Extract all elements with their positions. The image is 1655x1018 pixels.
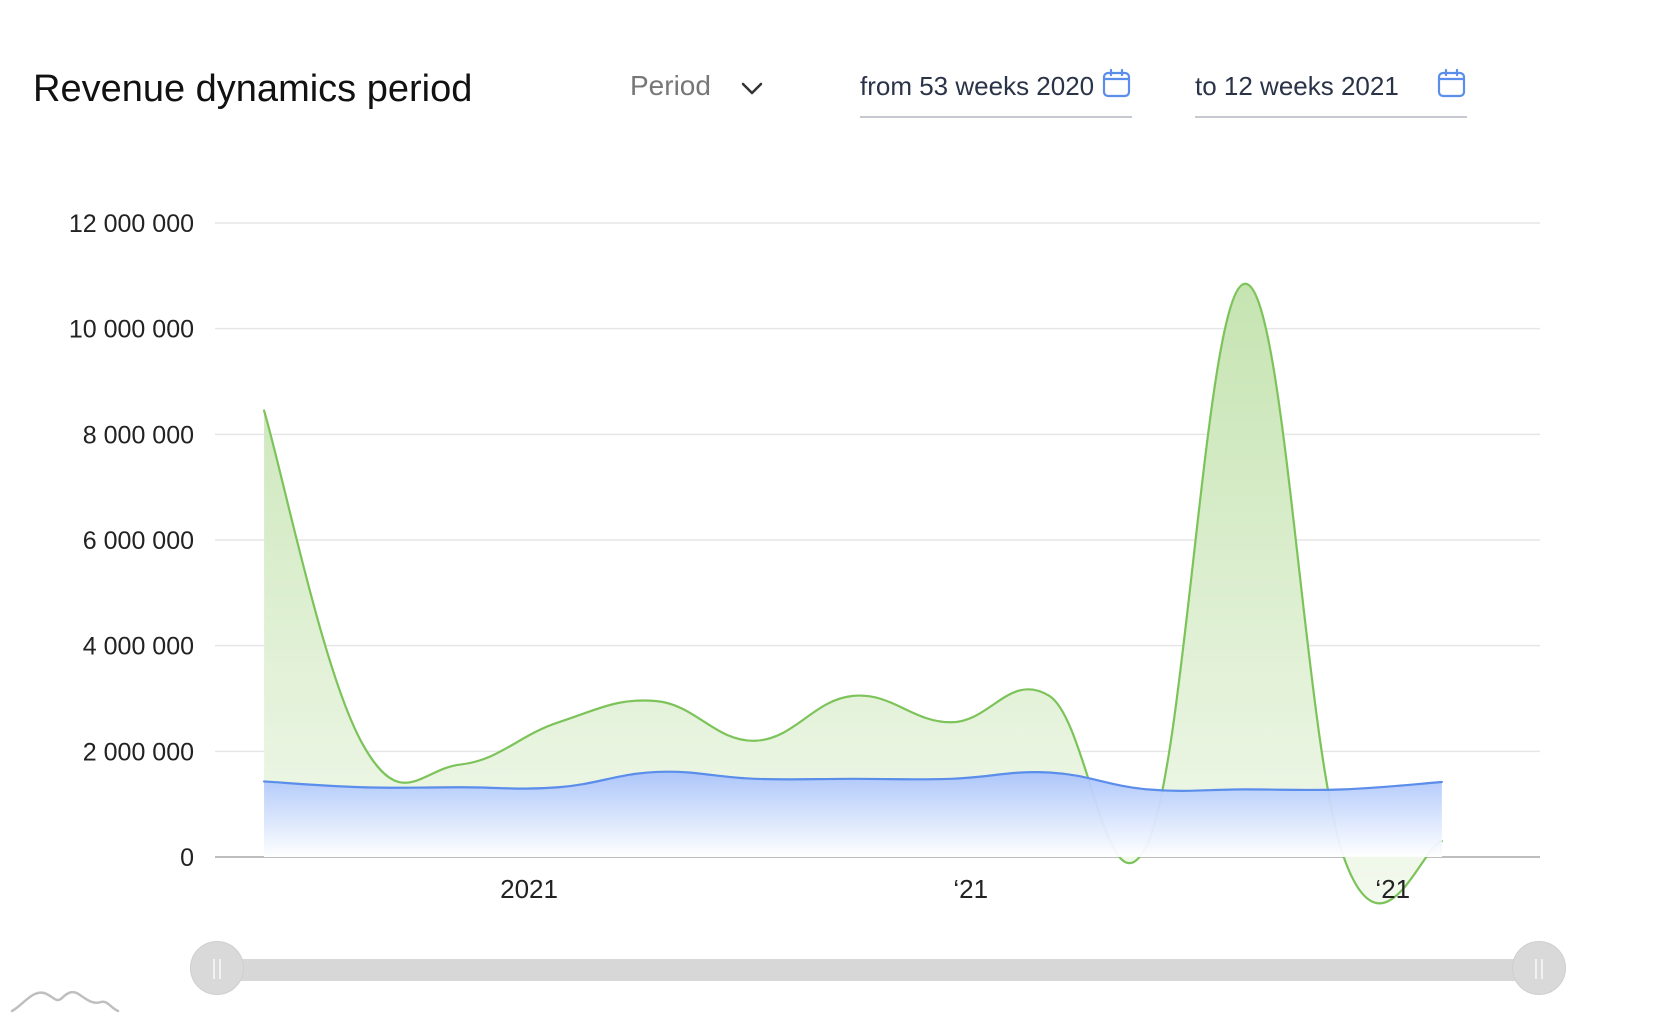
y-tick-label: 2 000 000 — [83, 738, 194, 766]
series-layer — [262, 282, 1443, 905]
grip-icon — [1541, 959, 1543, 979]
blue-area — [264, 771, 1442, 857]
x-axis-labels: 2021 ‘21 ‘21 — [500, 874, 1410, 904]
green-line — [262, 282, 1443, 905]
y-tick-label: 4 000 000 — [83, 633, 194, 661]
y-tick-label: 10 000 000 — [69, 316, 194, 344]
y-tick-label: 12 000 000 — [69, 210, 194, 238]
chevron-down-icon — [738, 74, 766, 102]
chart-header: Revenue dynamics period Period from 53 w… — [0, 0, 1655, 140]
slider-handle-right[interactable] — [1512, 941, 1566, 995]
slider-handle-left[interactable] — [190, 941, 244, 995]
from-date-field[interactable]: from 53 weeks 2020 — [860, 62, 1132, 118]
grip-icon — [213, 959, 215, 979]
grip-icon — [1535, 959, 1537, 979]
y-tick-label: 0 — [180, 844, 194, 872]
navigator-logo-icon — [10, 986, 120, 1013]
y-tick-label: 8 000 000 — [83, 421, 194, 449]
from-date-text: from 53 weeks 2020 — [860, 71, 1095, 101]
grip-icon — [219, 959, 221, 979]
chart-title: Revenue dynamics period — [33, 68, 473, 110]
to-date-field[interactable]: to 12 weeks 2021 — [1195, 62, 1467, 118]
period-label: Period — [630, 70, 711, 101]
x-tick-label: ‘21 — [1375, 874, 1410, 904]
range-slider[interactable] — [190, 941, 1566, 997]
slider-track[interactable] — [216, 959, 1538, 981]
to-date-text: to 12 weeks 2021 — [1195, 71, 1399, 101]
blue-line — [262, 770, 1443, 792]
calendar-icon[interactable] — [1101, 68, 1132, 99]
x-tick-label: 2021 — [500, 874, 558, 904]
y-tick-label: 6 000 000 — [83, 527, 194, 555]
calendar-icon[interactable] — [1436, 68, 1467, 99]
x-tick-label: ‘21 — [953, 874, 988, 904]
period-dropdown[interactable]: Period — [630, 64, 770, 108]
green-area — [264, 283, 1442, 904]
